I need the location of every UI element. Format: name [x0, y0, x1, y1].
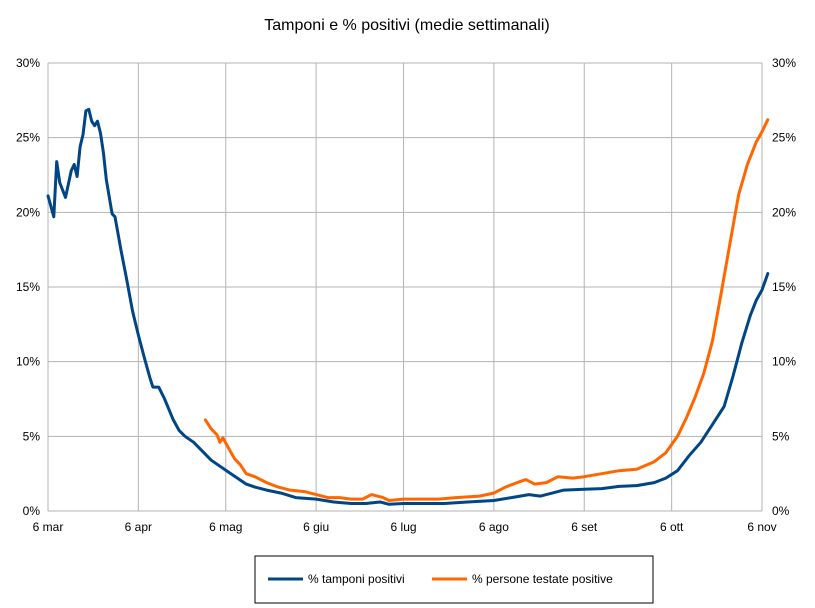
y-tick-label-left: 0% [23, 504, 41, 518]
y-tick-label-left: 20% [16, 205, 40, 219]
y-tick-label-right: 15% [772, 280, 796, 294]
x-tick-label: 6 apr [125, 520, 152, 534]
y-tick-label-right: 0% [772, 504, 790, 518]
y-tick-label-left: 15% [16, 280, 40, 294]
y-tick-label-left: 5% [23, 429, 41, 443]
legend: % tamponi positivi % persone testate pos… [254, 555, 654, 604]
x-tick-label: 6 nov [747, 520, 776, 534]
chart-title: Tamponi e % positivi (medie settimanali) [264, 17, 549, 34]
y-tick-label-right: 25% [772, 131, 796, 145]
x-tick-label: 6 mag [209, 520, 242, 534]
x-tick-label: 6 giu [303, 520, 329, 534]
axes: 0% 0% 5% 5% 10% 10% 15% 15% 20% 20% 25% 25% 30% 30% 6 … [16, 56, 796, 534]
y-tick-label-right: 10% [772, 355, 796, 369]
grid [47, 62, 763, 512]
y-tick-label-left: 30% [16, 56, 40, 70]
x-tick-label: 6 set [571, 520, 598, 534]
y-tick-label-right: 5% [772, 429, 790, 443]
y-tick-label-left: 25% [16, 131, 40, 145]
x-tick-label: 6 lug [391, 520, 417, 534]
legend-label-tamponi: % tamponi positivi [308, 572, 405, 586]
y-tick-label-right: 20% [772, 205, 796, 219]
y-tick-label-left: 10% [16, 355, 40, 369]
y-tick-label-right: 30% [772, 56, 796, 70]
x-tick-label: 6 mar [33, 520, 64, 534]
legend-label-persone: % persone testate positive [472, 572, 613, 586]
series-line-1 [203, 118, 770, 502]
x-tick-label: 6 ott [660, 520, 684, 534]
series-layer [46, 107, 770, 506]
x-tick-label: 6 ago [479, 520, 509, 534]
series-line-0 [46, 107, 770, 506]
